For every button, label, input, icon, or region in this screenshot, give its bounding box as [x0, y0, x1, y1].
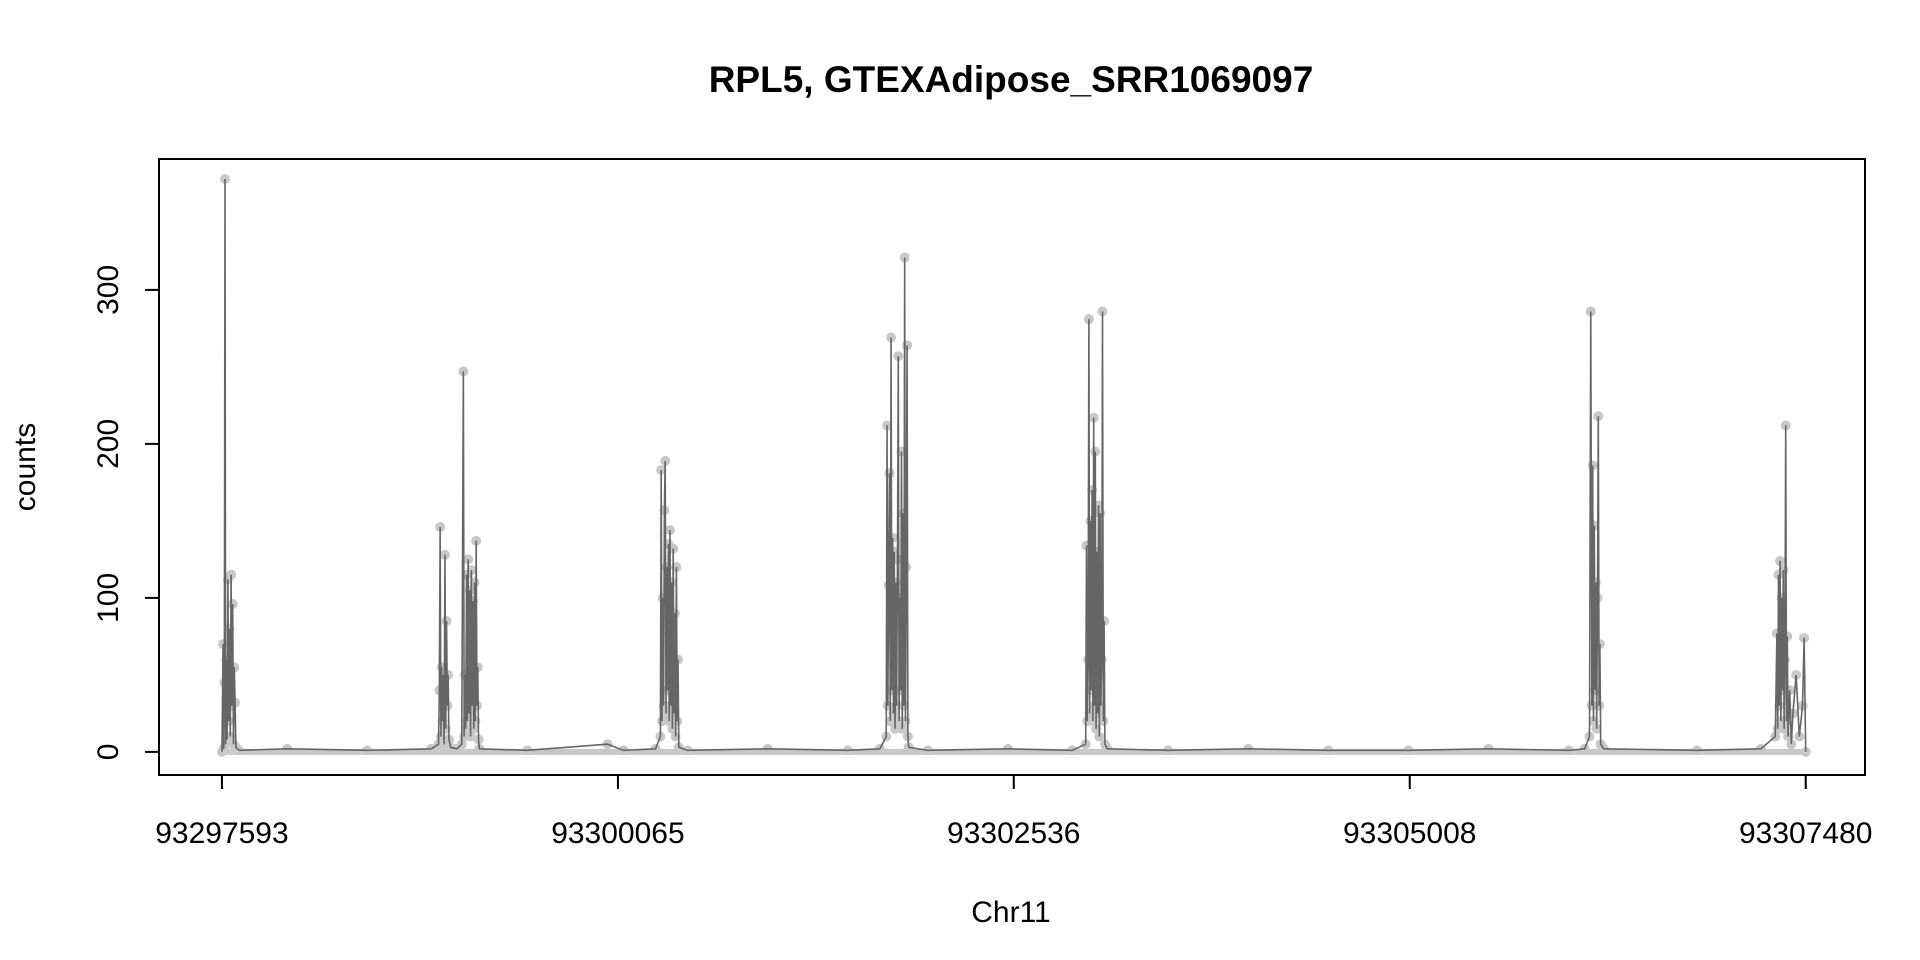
x-axis: 93297593 93300065 93302536 93305008 93307480 [155, 774, 1872, 850]
y-tick-label: 300 [92, 265, 125, 315]
x-tick-label: 93305008 [1343, 817, 1476, 850]
data-point [1800, 746, 1811, 757]
x-tick-label: 93297593 [155, 817, 288, 850]
y-axis: 0 100 200 300 [92, 159, 160, 775]
plot-frame [158, 158, 1866, 776]
x-tick-label: 93302536 [947, 817, 1080, 850]
x-axis-label: Chr11 [971, 896, 1050, 929]
y-tick-label: 100 [92, 573, 125, 623]
y-axis-label: counts [9, 423, 42, 511]
chart-title: RPL5, GTEXAdipose_SRR1069097 [709, 59, 1314, 100]
series-line [221, 179, 1807, 752]
y-tick-label: 200 [92, 419, 125, 469]
x-tick-label: 93300065 [551, 817, 684, 850]
series-layer [216, 174, 1811, 757]
x-tick-label: 93307480 [1739, 817, 1872, 850]
y-tick-label: 0 [92, 744, 125, 761]
